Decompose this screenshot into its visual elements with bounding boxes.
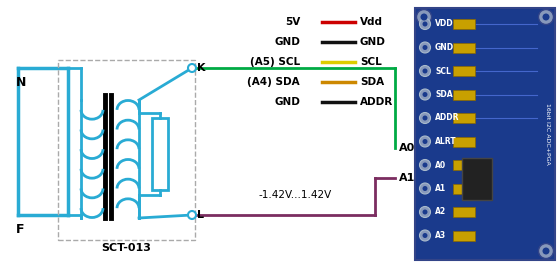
Circle shape: [538, 9, 553, 24]
Circle shape: [423, 139, 428, 144]
Bar: [152, 118, 168, 190]
Text: L: L: [197, 210, 204, 220]
Text: VDD: VDD: [435, 19, 453, 29]
Circle shape: [423, 115, 428, 121]
Text: 5V: 5V: [285, 17, 300, 27]
Circle shape: [419, 65, 430, 76]
Text: GND: GND: [274, 37, 300, 47]
Bar: [453, 160, 475, 170]
Text: -1.42V...1.42V: -1.42V...1.42V: [258, 190, 331, 200]
Bar: [453, 19, 475, 29]
Circle shape: [419, 183, 430, 194]
Bar: [453, 136, 475, 147]
Bar: [453, 231, 475, 240]
Text: A1: A1: [399, 173, 415, 183]
Text: GND: GND: [435, 43, 454, 52]
Circle shape: [423, 22, 428, 27]
Circle shape: [419, 19, 430, 30]
Text: ALRT: ALRT: [435, 137, 457, 146]
Circle shape: [542, 247, 549, 254]
Text: GND: GND: [274, 97, 300, 107]
Text: SCT-013: SCT-013: [102, 243, 151, 253]
Circle shape: [188, 64, 196, 72]
Circle shape: [419, 112, 430, 123]
Bar: [453, 207, 475, 217]
Text: SDA: SDA: [360, 77, 384, 87]
Circle shape: [423, 210, 428, 214]
Text: (A4) SDA: (A4) SDA: [248, 77, 300, 87]
Circle shape: [423, 92, 428, 97]
Text: A2: A2: [435, 207, 446, 217]
Circle shape: [423, 69, 428, 73]
Bar: [453, 66, 475, 76]
Text: K: K: [197, 63, 206, 73]
Circle shape: [419, 207, 430, 218]
Circle shape: [419, 160, 430, 171]
Text: GND: GND: [360, 37, 386, 47]
Text: SCL: SCL: [435, 66, 451, 76]
Circle shape: [419, 89, 430, 100]
Text: A3: A3: [435, 231, 446, 240]
Text: 16bit I2C ADC+PGA: 16bit I2C ADC+PGA: [546, 103, 551, 165]
Text: ADDR: ADDR: [435, 114, 459, 122]
Text: A0: A0: [399, 143, 415, 153]
Circle shape: [419, 42, 430, 53]
Text: ADDR: ADDR: [360, 97, 393, 107]
Bar: [415, 8, 555, 260]
Text: A0: A0: [435, 161, 446, 169]
Circle shape: [188, 211, 196, 219]
Circle shape: [423, 162, 428, 168]
Text: (A5) SCL: (A5) SCL: [250, 57, 300, 67]
Bar: [453, 43, 475, 52]
Circle shape: [419, 136, 430, 147]
Text: A1: A1: [435, 184, 446, 193]
Circle shape: [416, 9, 432, 24]
Text: SDA: SDA: [435, 90, 453, 99]
Bar: [58, 60, 195, 240]
Circle shape: [542, 13, 549, 20]
Circle shape: [538, 243, 553, 259]
Circle shape: [419, 230, 430, 241]
Text: SCL: SCL: [360, 57, 382, 67]
Text: F: F: [16, 223, 25, 236]
Text: N: N: [16, 76, 26, 89]
Bar: [453, 90, 475, 100]
Circle shape: [423, 233, 428, 238]
Bar: [462, 158, 492, 200]
Bar: [453, 113, 475, 123]
Circle shape: [423, 45, 428, 50]
Circle shape: [423, 186, 428, 191]
Text: Vdd: Vdd: [360, 17, 383, 27]
Bar: [453, 183, 475, 193]
Circle shape: [420, 13, 428, 20]
